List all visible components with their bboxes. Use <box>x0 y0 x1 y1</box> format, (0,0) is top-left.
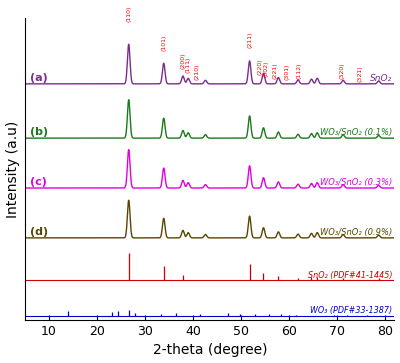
Text: (211): (211) <box>247 31 252 48</box>
Text: (111): (111) <box>186 57 191 73</box>
Text: (b): (b) <box>30 127 48 137</box>
Text: (112): (112) <box>297 62 302 79</box>
X-axis label: 2-theta (degree): 2-theta (degree) <box>152 343 267 358</box>
Text: WO₃/SnO₂ (0.1%): WO₃/SnO₂ (0.1%) <box>320 128 392 137</box>
Text: (320): (320) <box>339 62 344 79</box>
Text: (321): (321) <box>358 65 362 82</box>
Text: SnO₂ (PDF#41-1445): SnO₂ (PDF#41-1445) <box>308 270 392 280</box>
Text: (301): (301) <box>284 64 289 80</box>
Text: SnO₂: SnO₂ <box>370 74 392 83</box>
Text: (220): (220) <box>258 58 263 75</box>
Text: (210): (210) <box>194 64 199 80</box>
Text: (c): (c) <box>30 177 47 187</box>
Text: (200): (200) <box>180 52 186 69</box>
Text: (d): (d) <box>30 227 48 237</box>
Text: WO₃/SnO₂ (0.3%): WO₃/SnO₂ (0.3%) <box>320 178 392 187</box>
Text: WO₃ (PDF#33-1387): WO₃ (PDF#33-1387) <box>310 306 392 315</box>
Text: (110): (110) <box>126 6 131 22</box>
Y-axis label: Intensity (a.u): Intensity (a.u) <box>6 120 20 217</box>
Text: (a): (a) <box>30 73 48 83</box>
Text: (002): (002) <box>264 61 269 77</box>
Text: (221): (221) <box>272 62 277 79</box>
Text: (101): (101) <box>161 35 166 51</box>
Text: WO₃/SnO₂ (0.9%): WO₃/SnO₂ (0.9%) <box>320 228 392 237</box>
